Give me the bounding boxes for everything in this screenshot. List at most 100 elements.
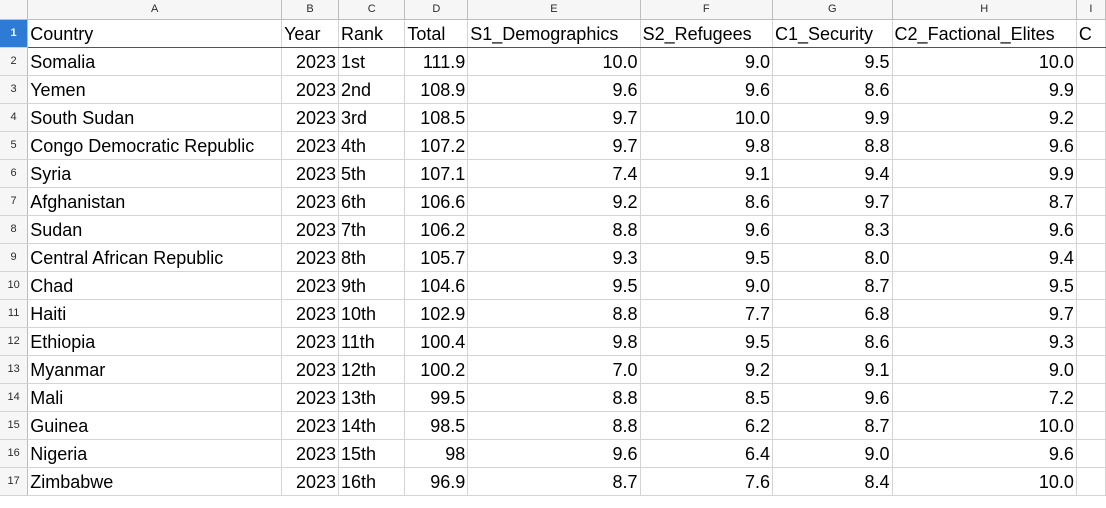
cell-total[interactable]: 98.5 (404, 411, 469, 440)
cell-year[interactable]: 2023 (281, 47, 340, 76)
cell-total[interactable]: 105.7 (404, 243, 469, 272)
cell-s2[interactable]: 7.6 (640, 467, 773, 496)
cell-year[interactable]: 2023 (281, 103, 340, 132)
cell-rank[interactable]: 5th (338, 159, 406, 188)
cell-total-header[interactable]: Total (404, 19, 469, 48)
cell-c1[interactable]: 8.6 (772, 75, 893, 104)
row-header[interactable]: 17 (0, 467, 29, 496)
cell-rank[interactable]: 2nd (338, 75, 406, 104)
column-header-g[interactable]: G (772, 0, 893, 20)
cell-country[interactable]: Nigeria (27, 439, 283, 468)
cell-c2[interactable]: 10.0 (892, 467, 1077, 496)
cell-total[interactable]: 100.4 (404, 327, 469, 356)
row-header[interactable]: 11 (0, 299, 29, 328)
cell-c1[interactable]: 8.8 (772, 131, 893, 160)
cell-s2[interactable]: 9.2 (640, 355, 773, 384)
cell-s2[interactable]: 8.6 (640, 187, 773, 216)
cell-c2[interactable]: 9.9 (892, 159, 1077, 188)
cell-rank[interactable]: 15th (338, 439, 406, 468)
cell-country[interactable]: Afghanistan (27, 187, 283, 216)
row-header[interactable]: 10 (0, 271, 29, 300)
cell-c1-header[interactable]: C1_Security (772, 19, 893, 48)
cell-s2[interactable]: 9.8 (640, 131, 773, 160)
cell-total[interactable]: 108.5 (404, 103, 469, 132)
cell-rank[interactable]: 13th (338, 383, 406, 412)
cell-s1-header[interactable]: S1_Demographics (467, 19, 641, 48)
column-header-c[interactable]: C (338, 0, 406, 20)
cell-s2[interactable]: 7.7 (640, 299, 773, 328)
cell-s1[interactable]: 8.8 (467, 383, 641, 412)
cell-year[interactable]: 2023 (281, 299, 340, 328)
row-header[interactable]: 3 (0, 75, 29, 104)
cell-total[interactable]: 104.6 (404, 271, 469, 300)
cell-next-column[interactable] (1076, 131, 1106, 160)
cell-s2[interactable]: 8.5 (640, 383, 773, 412)
cell-next-column[interactable] (1076, 271, 1106, 300)
column-header-e[interactable]: E (467, 0, 641, 20)
cell-next-column[interactable] (1076, 75, 1106, 104)
cell-country[interactable]: Guinea (27, 411, 283, 440)
cell-s1[interactable]: 8.8 (467, 299, 641, 328)
cell-country[interactable]: Zimbabwe (27, 467, 283, 496)
cell-c1[interactable]: 6.8 (772, 299, 893, 328)
column-header-a[interactable]: A (27, 0, 283, 20)
cell-next-column[interactable] (1076, 103, 1106, 132)
column-header-i[interactable]: I (1076, 0, 1106, 20)
cell-next-column[interactable] (1076, 411, 1106, 440)
row-header[interactable]: 12 (0, 327, 29, 356)
cell-s1[interactable]: 9.7 (467, 103, 641, 132)
cell-next-column[interactable] (1076, 47, 1106, 76)
cell-next-column[interactable] (1076, 439, 1106, 468)
cell-total[interactable]: 99.5 (404, 383, 469, 412)
cell-rank[interactable]: 8th (338, 243, 406, 272)
cell-total[interactable]: 96.9 (404, 467, 469, 496)
cell-country[interactable]: Chad (27, 271, 283, 300)
cell-s2[interactable]: 6.4 (640, 439, 773, 468)
cell-next-column[interactable] (1076, 355, 1106, 384)
select-all-corner[interactable] (0, 0, 29, 20)
cell-s2[interactable]: 9.6 (640, 75, 773, 104)
cell-total[interactable]: 102.9 (404, 299, 469, 328)
row-header[interactable]: 9 (0, 243, 29, 272)
cell-rank[interactable]: 1st (338, 47, 406, 76)
cell-next-column[interactable] (1076, 159, 1106, 188)
cell-country[interactable]: Haiti (27, 299, 283, 328)
row-header[interactable]: 7 (0, 187, 29, 216)
column-header-f[interactable]: F (640, 0, 773, 20)
row-header[interactable]: 5 (0, 131, 29, 160)
cell-s2[interactable]: 9.0 (640, 47, 773, 76)
row-header-1[interactable]: 1 (0, 19, 29, 48)
column-header-h[interactable]: H (892, 0, 1077, 20)
row-header[interactable]: 6 (0, 159, 29, 188)
cell-rank[interactable]: 4th (338, 131, 406, 160)
cell-c2[interactable]: 9.6 (892, 131, 1077, 160)
cell-s1[interactable]: 9.2 (467, 187, 641, 216)
cell-country[interactable]: Syria (27, 159, 283, 188)
cell-rank[interactable]: 6th (338, 187, 406, 216)
cell-s1[interactable]: 8.8 (467, 215, 641, 244)
cell-c1[interactable]: 9.7 (772, 187, 893, 216)
cell-c2[interactable]: 9.0 (892, 355, 1077, 384)
cell-total[interactable]: 111.9 (404, 47, 469, 76)
cell-total[interactable]: 108.9 (404, 75, 469, 104)
cell-year[interactable]: 2023 (281, 411, 340, 440)
row-header[interactable]: 13 (0, 355, 29, 384)
cell-c2[interactable]: 9.2 (892, 103, 1077, 132)
cell-s2[interactable]: 10.0 (640, 103, 773, 132)
cell-total[interactable]: 106.2 (404, 215, 469, 244)
cell-c2[interactable]: 9.7 (892, 299, 1077, 328)
cell-s2[interactable]: 9.1 (640, 159, 773, 188)
cell-s2[interactable]: 9.6 (640, 215, 773, 244)
cell-s2-header[interactable]: S2_Refugees (640, 19, 773, 48)
cell-s1[interactable]: 9.7 (467, 131, 641, 160)
cell-s1[interactable]: 10.0 (467, 47, 641, 76)
cell-s2[interactable]: 9.5 (640, 243, 773, 272)
cell-c1[interactable]: 8.7 (772, 271, 893, 300)
cell-c2[interactable]: 10.0 (892, 411, 1077, 440)
cell-year[interactable]: 2023 (281, 355, 340, 384)
cell-c2[interactable]: 9.6 (892, 439, 1077, 468)
cell-year[interactable]: 2023 (281, 187, 340, 216)
cell-c1[interactable]: 8.6 (772, 327, 893, 356)
cell-next-column[interactable] (1076, 327, 1106, 356)
cell-c1[interactable]: 9.6 (772, 383, 893, 412)
